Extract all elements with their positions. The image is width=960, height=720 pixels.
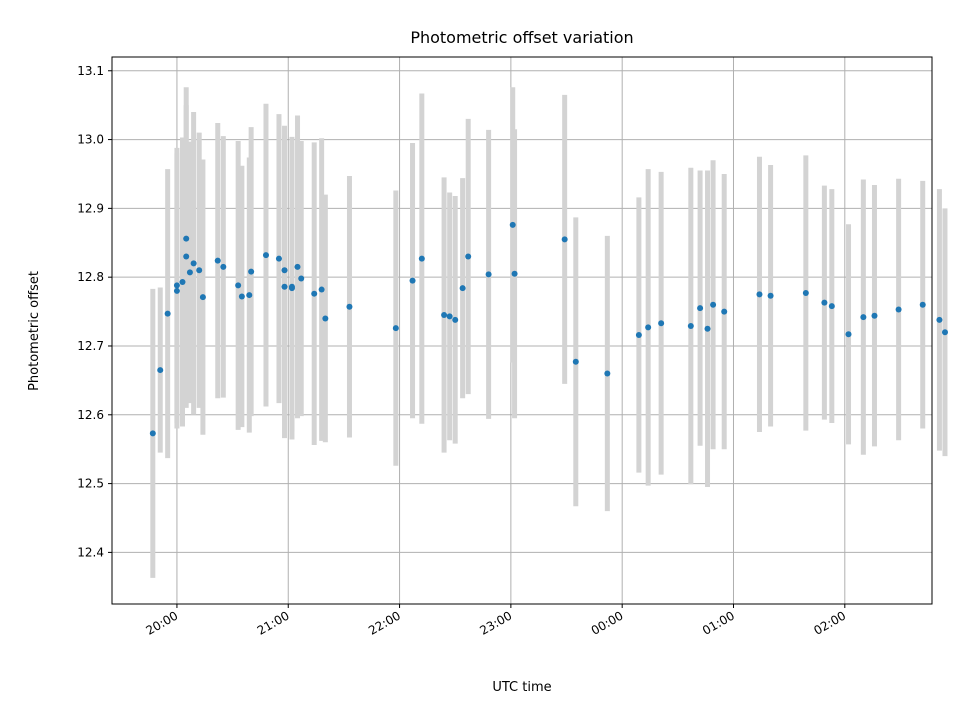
y-tick-label: 13.1 [77, 64, 104, 78]
data-point [275, 255, 282, 262]
data-point [164, 310, 171, 317]
data-point [895, 306, 902, 313]
data-point [459, 285, 466, 292]
data-point [281, 283, 288, 290]
data-point [697, 305, 704, 312]
data-point [186, 269, 193, 276]
data-point [756, 291, 763, 298]
y-tick-label: 12.8 [77, 270, 104, 284]
y-tick-label: 13.0 [77, 133, 104, 147]
data-point [860, 314, 867, 321]
data-point [658, 320, 665, 327]
x-tick-label: 00:00 [589, 608, 626, 637]
data-point [311, 290, 318, 297]
data-point [919, 301, 926, 308]
y-tick-label: 12.4 [77, 545, 104, 559]
data-point [409, 277, 416, 284]
data-point [262, 252, 269, 259]
y-axis: 12.4 12.5 12.6 12.7 12.8 12.9 13.0 13.1 [77, 64, 112, 559]
data-point [392, 325, 399, 332]
x-tick-label: 23:00 [477, 608, 514, 637]
data-point [294, 263, 301, 270]
data-point [767, 292, 774, 299]
data-point [465, 253, 472, 260]
y-axis-label: Photometric offset [27, 271, 42, 391]
data-point [452, 316, 459, 323]
data-point [220, 263, 227, 270]
y-tick-label: 12.7 [77, 339, 104, 353]
chart-title: Photometric offset variation [410, 28, 633, 47]
data-point [710, 301, 717, 308]
y-tick-label: 12.9 [77, 201, 104, 215]
data-point [418, 255, 425, 262]
data-point [561, 236, 568, 243]
data-point [936, 316, 943, 323]
x-tick-label: 21:00 [255, 608, 292, 637]
error-bars [150, 87, 948, 578]
data-point [173, 282, 180, 289]
data-point [941, 329, 948, 336]
data-point [802, 290, 809, 297]
data-point [196, 267, 203, 274]
data-point [322, 315, 329, 322]
data-point [635, 331, 642, 338]
x-tick-label: 20:00 [143, 608, 180, 637]
data-point [149, 430, 156, 437]
data-point [441, 312, 448, 319]
data-point [248, 268, 255, 275]
data-point [845, 331, 852, 338]
data-point [721, 308, 728, 315]
data-point [821, 299, 828, 306]
x-tick-label: 02:00 [811, 608, 848, 637]
data-point [235, 282, 242, 289]
data-point [572, 358, 579, 365]
y-tick-label: 12.5 [77, 477, 104, 491]
data-point [318, 286, 325, 293]
data-point [179, 278, 186, 285]
data-point [485, 271, 492, 278]
data-point [183, 235, 190, 242]
data-point [288, 283, 295, 290]
data-point [604, 370, 611, 377]
data-point [509, 221, 516, 228]
data-point [281, 267, 288, 274]
data-point [446, 313, 453, 320]
data-point [871, 312, 878, 319]
data-point [214, 257, 221, 264]
data-point [190, 260, 197, 267]
data-point [687, 323, 694, 330]
y-tick-label: 12.6 [77, 408, 104, 422]
data-point [828, 303, 835, 310]
data-point [157, 367, 164, 374]
grid [112, 57, 932, 604]
data-points [149, 221, 948, 437]
data-point [246, 292, 253, 299]
data-point [298, 275, 305, 282]
x-axis-label: UTC time [492, 680, 551, 695]
data-point [645, 324, 652, 331]
x-tick-label: 01:00 [700, 608, 737, 637]
data-point [183, 253, 190, 260]
x-axis: 20:00 21:00 22:00 23:00 00:00 01:00 02:00 [143, 604, 848, 638]
data-point [199, 294, 206, 301]
data-point [238, 293, 245, 300]
x-tick-label: 22:00 [366, 608, 403, 637]
plot-frame [111, 56, 933, 605]
data-point [511, 270, 518, 277]
data-point [704, 325, 711, 332]
data-point [173, 287, 180, 294]
data-point [346, 303, 353, 310]
